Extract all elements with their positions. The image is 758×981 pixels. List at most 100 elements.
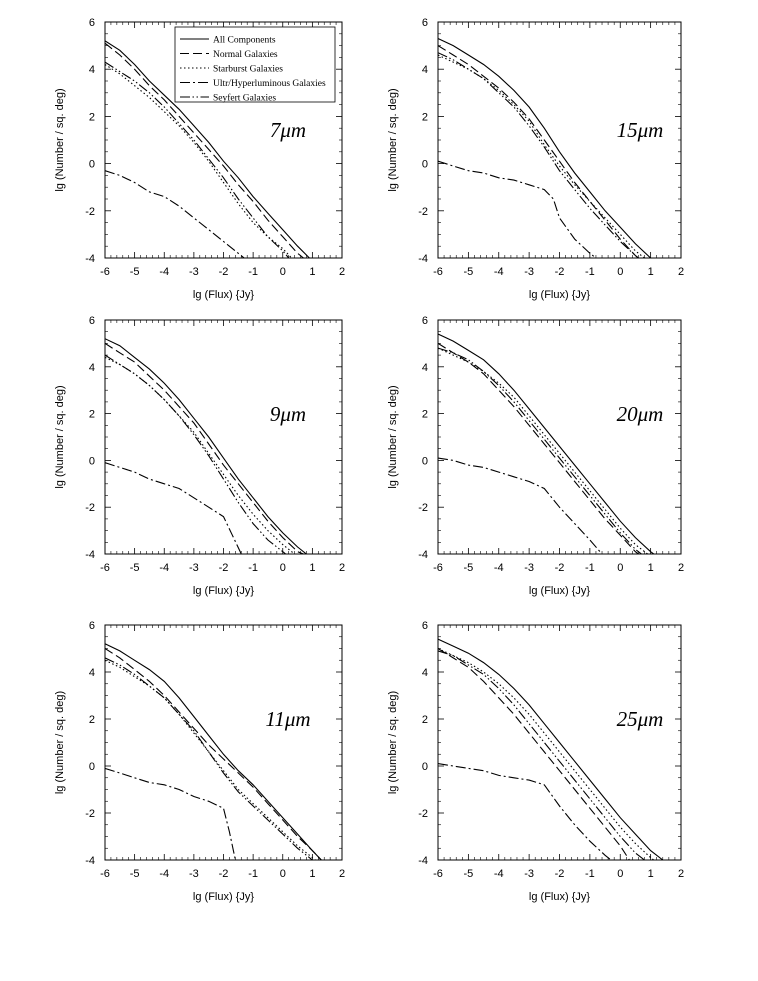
series-line-ultr-hyperluminous-galaxies (105, 462, 242, 554)
series-line-all-components (105, 338, 307, 554)
y-tick-label: 2 (422, 111, 428, 123)
x-tick-label: 1 (309, 868, 315, 880)
y-tick-label: 4 (89, 362, 95, 374)
x-tick-label: -1 (585, 562, 595, 574)
series-line-ultr-hyperluminous-galaxies (438, 457, 603, 554)
x-tick-label: -5 (130, 868, 140, 880)
x-axis-label: lg (Flux) {Jy} (529, 289, 590, 301)
series-line-normal-galaxies (438, 45, 639, 258)
legend-label: Normal Galaxies (213, 50, 278, 60)
x-tick-label: -3 (189, 562, 199, 574)
y-tick-label: 2 (89, 409, 95, 421)
series-line-all-components (438, 38, 651, 258)
legend: All Components Normal Galaxies Starburst G… (174, 26, 336, 104)
y-tick-label: -2 (418, 808, 428, 820)
series-line-normal-galaxies (105, 342, 304, 554)
y-tick-label: -2 (418, 502, 428, 514)
x-tick-label: -4 (494, 868, 504, 880)
x-tick-label: -4 (494, 266, 504, 278)
y-tick-label: 2 (89, 714, 95, 726)
x-tick-label: -4 (159, 266, 169, 278)
chart-panel: -6 -5 -4 -3 -2 -1 0 1 2 -4 -2 0 2 4 6 lg (Flux) {Jy} lg … (54, 620, 345, 903)
y-tick-label: 0 (422, 455, 428, 467)
y-tick-label: 4 (422, 64, 428, 76)
x-tick-label: 2 (339, 868, 345, 880)
x-tick-label: -4 (494, 562, 504, 574)
x-tick-label: -3 (524, 562, 534, 574)
series-line-ultr-hyperluminous-galaxies (105, 767, 236, 860)
x-tick-label: -3 (524, 868, 534, 880)
series-line-all-components (105, 40, 310, 258)
x-axis-label: lg (Flux) {Jy} (193, 289, 254, 301)
x-tick-label: 1 (648, 266, 654, 278)
series-line-seyfert-galaxies (105, 61, 290, 258)
series-line-all-components (438, 638, 664, 860)
y-tick-label: 2 (422, 409, 428, 421)
x-tick-label: -6 (100, 868, 110, 880)
x-tick-label: -5 (463, 266, 473, 278)
series-line-all-components (105, 643, 322, 860)
x-tick-label: 1 (648, 562, 654, 574)
x-tick-label: -3 (524, 266, 534, 278)
x-tick-label: 0 (617, 868, 623, 880)
x-tick-label: -6 (433, 562, 443, 574)
x-tick-label: -5 (463, 868, 473, 880)
x-tick-label: -1 (248, 562, 258, 574)
y-tick-label: 0 (89, 761, 95, 773)
chart-panel: -6 -5 -4 -3 -2 -1 0 1 2 -4 -2 0 2 4 6 lg (Flux) {Jy} lg … (54, 315, 345, 597)
series-line-normal-galaxies (105, 648, 322, 860)
wavelength-label: 15μm (617, 118, 664, 142)
y-tick-label: 6 (89, 315, 95, 327)
y-tick-label: 6 (422, 17, 428, 29)
x-axis-label: lg (Flux) {Jy} (529, 585, 590, 597)
y-tick-label: -2 (418, 206, 428, 218)
y-tick-label: 6 (89, 17, 95, 29)
y-axis-label: lg (Number / sq. deg) (387, 385, 399, 488)
series-line-starburst-galaxies (438, 54, 645, 258)
y-tick-label: -4 (85, 549, 95, 561)
series-line-seyfert-galaxies (438, 650, 645, 860)
x-tick-label: -1 (585, 266, 595, 278)
y-tick-label: -2 (85, 206, 95, 218)
x-tick-label: 0 (617, 562, 623, 574)
wavelength-label: 7μm (270, 118, 306, 142)
x-tick-label: -2 (555, 562, 565, 574)
x-tick-label: 2 (678, 266, 684, 278)
x-tick-label: 1 (309, 266, 315, 278)
x-axis-label: lg (Flux) {Jy} (529, 891, 590, 903)
y-tick-label: -2 (85, 502, 95, 514)
series-line-seyfert-galaxies (105, 657, 313, 860)
x-tick-label: -3 (189, 868, 199, 880)
y-tick-label: -4 (418, 549, 428, 561)
x-tick-label: -2 (219, 562, 229, 574)
y-tick-label: 0 (89, 455, 95, 467)
chart-panel: -6 -5 -4 -3 -2 -1 0 1 2 -4 -2 0 2 4 6 lg (Flux) {Jy} lg … (54, 17, 345, 301)
y-tick-label: 2 (422, 714, 428, 726)
x-tick-label: 0 (280, 562, 286, 574)
y-tick-label: -4 (85, 855, 95, 867)
series-line-normal-galaxies (438, 648, 630, 860)
y-tick-label: 4 (89, 64, 95, 76)
chart-panel: -6 -5 -4 -3 -2 -1 0 1 2 -4 -2 0 2 4 6 lg (Flux) {Jy} lg … (387, 315, 684, 597)
wavelength-label: 20μm (617, 402, 664, 426)
y-tick-label: -2 (85, 808, 95, 820)
y-axis-label: lg (Number / sq. deg) (387, 691, 399, 794)
wavelength-label: 25μm (617, 707, 664, 731)
legend-label: Seyfert Galaxies (213, 93, 276, 104)
series-line-ultr-hyperluminous-galaxies (438, 160, 597, 258)
series-line-normal-galaxies (438, 342, 639, 554)
series-line-normal-galaxies (105, 42, 304, 258)
x-tick-label: -3 (189, 266, 199, 278)
x-tick-label: 0 (280, 868, 286, 880)
x-tick-label: -2 (555, 868, 565, 880)
x-tick-label: -1 (585, 868, 595, 880)
x-tick-label: 0 (280, 266, 286, 278)
y-tick-label: 6 (422, 620, 428, 632)
x-tick-label: -1 (248, 868, 258, 880)
x-tick-label: -5 (130, 562, 140, 574)
wavelength-label: 9μm (270, 402, 306, 426)
y-tick-label: 0 (422, 159, 428, 171)
series-line-seyfert-galaxies (105, 354, 287, 554)
x-axis-label: lg (Flux) {Jy} (193, 891, 254, 903)
plot-frame (437, 319, 682, 555)
